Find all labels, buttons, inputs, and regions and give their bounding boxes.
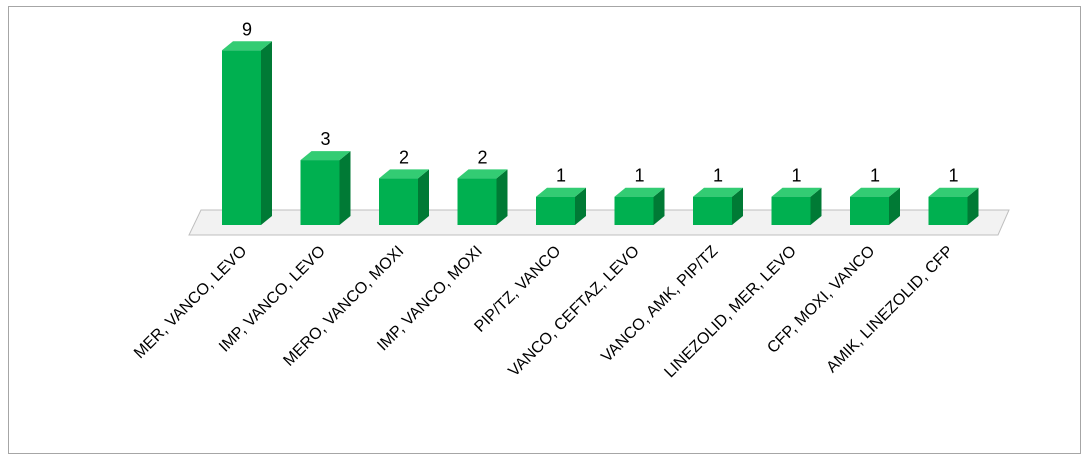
bar-top: [536, 187, 586, 197]
bar: [614, 187, 665, 225]
bar-front: [457, 178, 497, 225]
data-label: 2: [399, 147, 409, 167]
data-label: 1: [870, 166, 880, 186]
bar-top: [614, 187, 665, 197]
bar-side: [889, 187, 900, 225]
data-label: 1: [634, 166, 644, 186]
data-label: 1: [713, 166, 723, 186]
bar-front: [850, 196, 889, 225]
bar: [536, 187, 586, 225]
bar: [850, 187, 900, 225]
bar-top: [693, 187, 743, 197]
bar-top: [379, 169, 429, 179]
x-tick-label: AMIK, LINEZOLID, CFP: [823, 243, 956, 376]
bar-side: [418, 169, 429, 225]
bar-side: [653, 187, 665, 225]
data-label: 2: [477, 147, 487, 167]
bar-side: [732, 187, 743, 225]
bar-front: [771, 196, 811, 225]
bar: [300, 151, 351, 225]
bar: [771, 187, 822, 225]
bar-front: [693, 196, 732, 225]
data-label: 1: [556, 166, 566, 186]
bar-top: [928, 187, 979, 197]
data-label: 3: [320, 129, 330, 149]
data-label: 1: [791, 166, 801, 186]
data-label: 9: [242, 19, 252, 39]
bar-top: [457, 169, 508, 179]
bar-top: [771, 187, 822, 197]
bars: [222, 41, 979, 225]
bar-front: [300, 160, 340, 225]
bar: [928, 187, 979, 225]
data-label: 1: [948, 166, 958, 186]
bar-front: [928, 196, 968, 225]
bar: [693, 187, 743, 225]
chart-frame: 9 3 2 2 1 1 1 1 1 1 MER, VANCO, LEVO IMP, VANCO, L…: [8, 6, 1081, 454]
x-tick-label: PIP/TZ, VANCO: [471, 243, 564, 336]
x-tick-label: LINEZOLID, MER, LEVO: [661, 243, 799, 381]
bar-side: [261, 41, 272, 225]
bar-side: [810, 187, 822, 225]
bar-front: [614, 196, 654, 225]
bar: [379, 169, 429, 225]
bar-front: [536, 196, 575, 225]
data-labels: 9 3 2 2 1 1 1 1 1 1: [242, 19, 959, 185]
bar-side: [339, 151, 351, 225]
bar-top: [222, 41, 272, 51]
bar-side: [496, 169, 508, 225]
bar-top: [850, 187, 900, 197]
x-tick-label: VANCO, CEFTAZ, LEVO: [505, 243, 642, 380]
bar: [222, 41, 272, 225]
bar-front: [379, 178, 418, 225]
bar-front: [222, 50, 261, 225]
bar-side: [575, 187, 586, 225]
bar-side: [967, 187, 979, 225]
bar: [457, 169, 508, 225]
bar-top: [300, 151, 351, 161]
